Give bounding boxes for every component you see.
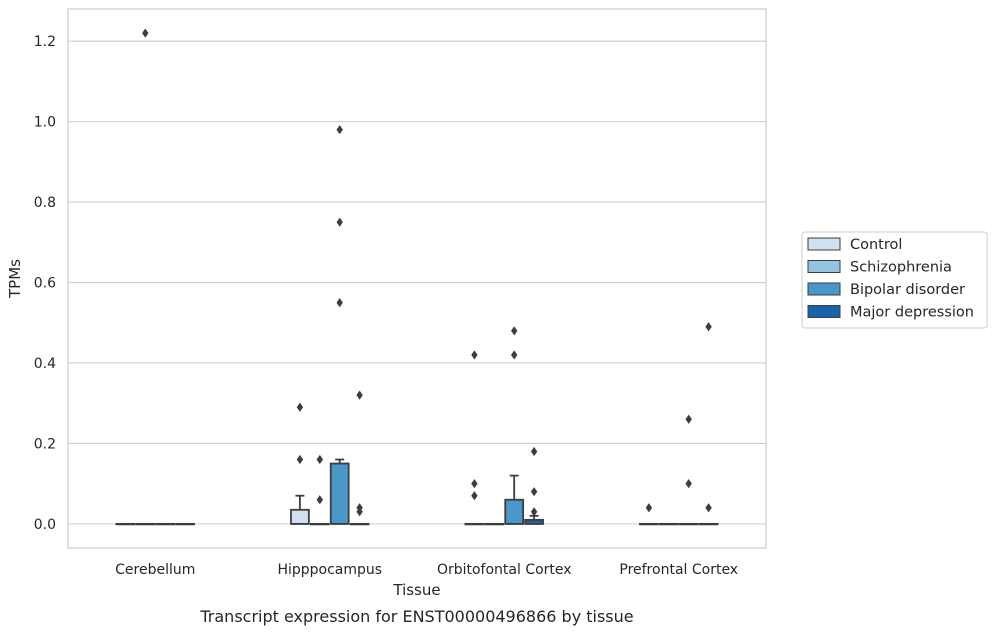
box-bipolar-disorder: [678, 522, 699, 526]
outlier-point: [142, 28, 149, 38]
y-tick-label: 0.0: [34, 517, 56, 533]
y-axis-ticks: 0.0 0.2 0.4 0.6 0.8 1.0 1.2: [34, 34, 56, 533]
y-gridlines: [68, 40, 766, 525]
box-body: [329, 462, 350, 525]
box-major-depression: [349, 522, 370, 526]
outlier-point: [530, 446, 538, 457]
outlier-points: [142, 28, 712, 517]
outlier-point: [336, 298, 343, 308]
legend-swatch: [807, 305, 841, 318]
box-schizophrenia: [484, 522, 505, 526]
outlier-point: [356, 390, 363, 400]
outlier-point: [336, 125, 343, 135]
box-body: [290, 508, 310, 525]
outlier-point: [705, 322, 712, 332]
box-control: [464, 522, 485, 526]
legend-swatch: [807, 237, 841, 251]
y-axis-label: TPMs: [6, 259, 24, 299]
legend-label: Control: [850, 237, 902, 253]
chart-caption: Transcript expression for ENST0000049686…: [199, 607, 633, 626]
outlier-point: [471, 479, 478, 489]
box-bipolar-disorder: [329, 458, 350, 525]
outlier-point: [296, 402, 304, 412]
outlier-point: [645, 503, 653, 513]
outlier-point: [685, 479, 692, 489]
outlier-point: [356, 503, 363, 513]
box-schizophrenia: [135, 522, 156, 526]
outlier-point: [685, 414, 692, 424]
y-tick-label: 0.6: [34, 276, 56, 292]
legend-swatch: [807, 282, 841, 296]
legend-frame: [801, 231, 988, 329]
box-schizophrenia: [309, 522, 330, 526]
outlier-point: [530, 487, 538, 497]
outlier-point: [510, 326, 518, 336]
outlier-point: [316, 454, 324, 465]
outlier-point: [471, 350, 478, 360]
box-major-depression: [175, 522, 195, 526]
box-major-depression: [524, 514, 544, 525]
y-tick-label: 1.0: [34, 115, 56, 131]
x-tick-label: Orbitofontal Cortex: [437, 562, 572, 578]
boxes: [115, 458, 719, 526]
x-axis-ticks: Cerebellum Hipppocampus Orbitofontal Corte…: [115, 562, 738, 578]
legend-label: Schizophrenia: [850, 260, 952, 276]
y-tick-label: 0.4: [34, 356, 56, 372]
box-major-depression: [698, 522, 719, 526]
box-control: [290, 494, 310, 525]
y-tick-label: 0.2: [34, 436, 56, 452]
plot-frame: [67, 8, 767, 549]
box-schizophrenia: [658, 522, 679, 526]
x-tick-label: Hipppocampus: [277, 562, 382, 578]
x-tick-label: Prefrontal Cortex: [619, 562, 738, 578]
box-body: [504, 498, 525, 525]
legend-swatch: [807, 260, 841, 273]
legend: Control Schizophrenia Bipolar disorder Majo…: [801, 231, 988, 329]
box-bipolar-disorder: [155, 522, 176, 526]
box-control: [115, 522, 136, 526]
outlier-point: [296, 454, 304, 465]
legend-label: Bipolar disorder: [850, 282, 965, 298]
box-control: [639, 522, 659, 526]
box-bipolar-disorder: [504, 474, 525, 525]
legend-label: Major depression: [850, 305, 974, 321]
outlier-point: [530, 507, 538, 517]
outlier-point: [336, 217, 343, 227]
outlier-point: [705, 503, 712, 513]
outlier-point: [510, 350, 518, 360]
outlier-point: [316, 495, 324, 505]
outlier-point: [471, 491, 478, 501]
x-tick-label: Cerebellum: [115, 562, 195, 578]
y-tick-label: 1.2: [34, 34, 56, 50]
y-tick-label: 0.8: [34, 195, 56, 211]
x-axis-label: Tissue: [392, 581, 440, 599]
